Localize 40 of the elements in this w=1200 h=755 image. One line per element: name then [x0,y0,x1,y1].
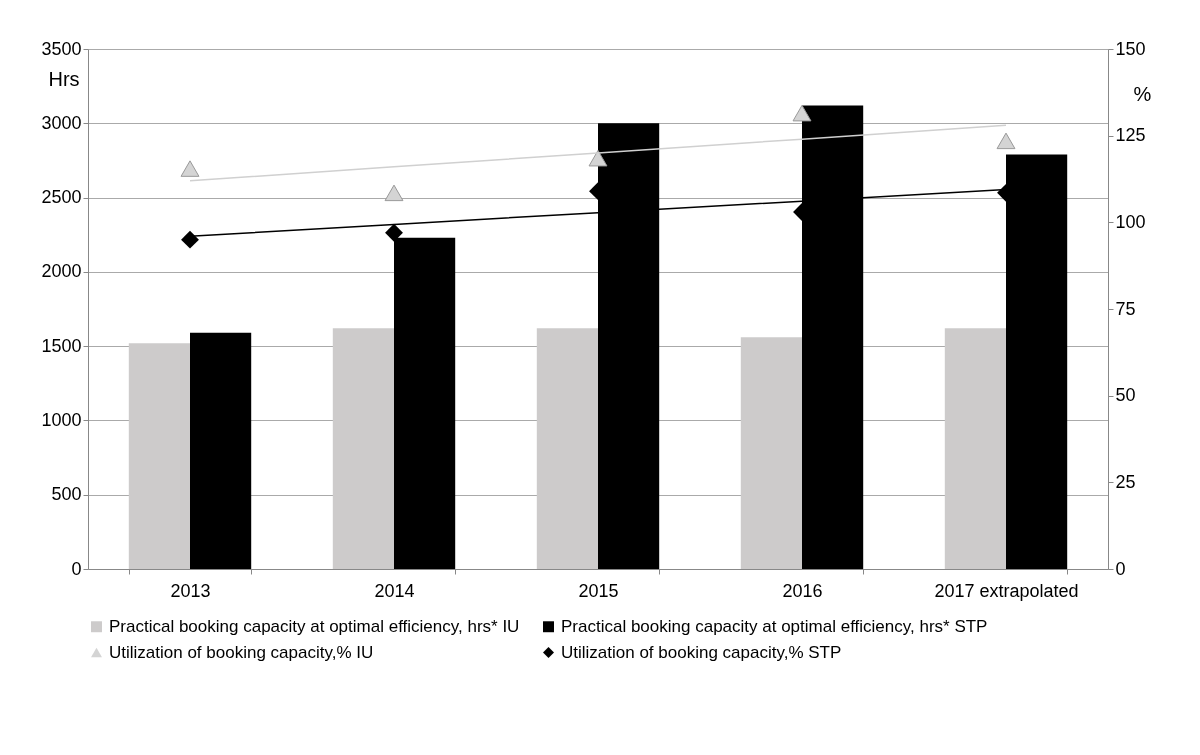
y-tick-label: 2500 [41,187,82,208]
y2-axis-title: % [1133,82,1152,105]
point [181,230,199,249]
y-tick-label: 1000 [41,409,82,430]
bar [944,328,1006,569]
y-tick-label: 1500 [41,335,82,356]
x-tick-label: 2013 [170,580,211,601]
y2-tick-label: 125 [1115,125,1146,146]
y2-tick-label: 150 [1115,38,1146,59]
point [996,132,1016,150]
x-tick-label: 2015 [578,580,619,601]
x-tick-label: 2017 extrapolated [934,580,1079,601]
bar [536,328,598,569]
point [385,223,403,242]
y2-tick-label: 0 [1115,558,1126,579]
legend-label: Utilization of booking capacity,% STP [561,642,842,662]
point [384,184,404,202]
bar [740,337,802,569]
point [180,160,200,177]
bar [128,343,190,569]
y2-tick-label: 75 [1115,298,1136,319]
x-tick-label: 2014 [374,580,415,601]
legend-label: Practical booking capacity at optimal efficiency, hrs* IU [109,616,520,636]
line-series [189,124,1007,182]
y-tick-label: 3500 [41,38,82,59]
y-tick-label: 3000 [41,112,82,133]
y-axis-title: Hrs [48,67,80,90]
legend-label: Utilization of booking capacity,% IU [109,642,374,662]
y2-tick-label: 50 [1115,385,1136,406]
y2-tick-label: 100 [1115,211,1146,232]
legend-label: Practical booking capacity at optimal efficiency, hrs* STP [561,616,988,636]
x-tick-label: 2016 [782,580,823,601]
y-tick-label: 500 [51,484,82,505]
y-tick-label: 2000 [41,261,82,282]
point [792,104,812,122]
bar [190,332,252,569]
y2-tick-label: 25 [1115,471,1136,492]
bar [332,328,394,569]
y-tick-label: 0 [71,558,82,579]
point [588,149,608,167]
